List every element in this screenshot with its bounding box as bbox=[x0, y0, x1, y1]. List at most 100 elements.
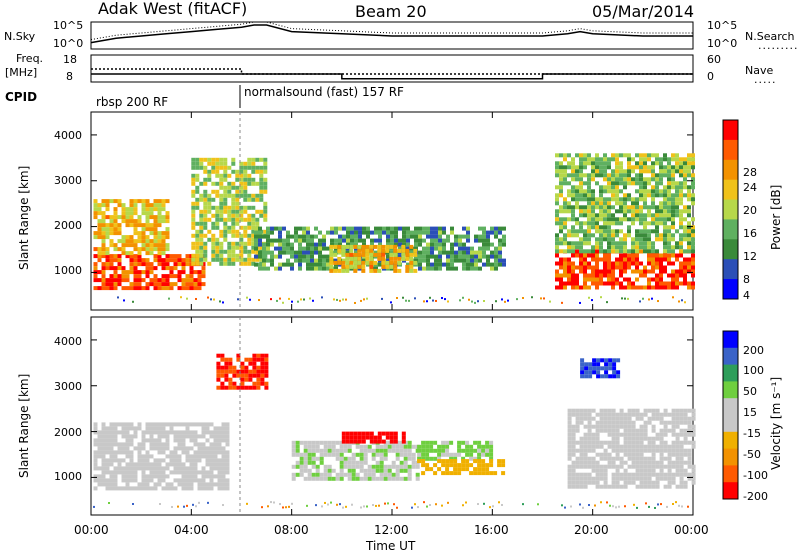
heatmap-cell-5 bbox=[611, 277, 615, 282]
heatmap-cell-2 bbox=[251, 261, 256, 266]
heatmap-cell-0 bbox=[97, 278, 102, 283]
heatmap-cell-5 bbox=[675, 257, 679, 262]
heatmap-cell-0 bbox=[121, 470, 126, 475]
heatmap-cell-5 bbox=[683, 436, 688, 441]
heatmap-cell-6 bbox=[583, 209, 587, 214]
heatmap-cell-6 bbox=[619, 165, 623, 170]
heatmap-cell-1 bbox=[117, 239, 122, 244]
ground-scatter-speck bbox=[354, 301, 356, 304]
heatmap-cell-3 bbox=[421, 456, 426, 461]
heatmap-cell-6 bbox=[643, 221, 647, 226]
heatmap-cell-5 bbox=[675, 416, 680, 421]
heatmap-cell-6 bbox=[611, 177, 615, 182]
heatmap-cell-5 bbox=[683, 412, 688, 417]
heatmap-cell-5 bbox=[683, 408, 688, 413]
heatmap-cell-3 bbox=[298, 238, 302, 243]
heatmap-cell-6 bbox=[599, 189, 603, 194]
heatmap-cell-5 bbox=[663, 464, 668, 469]
heatmap-cell-1 bbox=[411, 452, 416, 457]
heatmap-cell-5 bbox=[647, 257, 651, 262]
heatmap-cell-0 bbox=[105, 478, 110, 483]
heatmap-cell-6 bbox=[647, 153, 651, 158]
heatmap-cell-6 bbox=[587, 185, 591, 190]
heatmap-cell-4 bbox=[493, 471, 498, 476]
heatmap-cell-0 bbox=[221, 454, 226, 459]
heatmap-cell-0 bbox=[197, 446, 202, 451]
heatmap-cell-7 bbox=[580, 374, 585, 379]
heatmap-cell-1 bbox=[379, 460, 384, 465]
heatmap-cell-6 bbox=[675, 185, 679, 190]
heatmap-cell-0 bbox=[177, 442, 182, 447]
heatmap-cell-6 bbox=[675, 209, 679, 214]
heatmap-cell-2 bbox=[199, 209, 204, 214]
heatmap-cell-3 bbox=[482, 234, 486, 239]
heatmap-cell-6 bbox=[687, 153, 691, 158]
heatmap-cell-3 bbox=[270, 226, 274, 231]
heatmap-cell-3 bbox=[374, 250, 378, 255]
heatmap-cell-2 bbox=[263, 213, 268, 218]
heatmap-cell-2 bbox=[259, 257, 264, 262]
heatmap-cell-6 bbox=[591, 157, 595, 162]
heatmap-cell-2 bbox=[243, 185, 248, 190]
heatmap-cell-6 bbox=[643, 161, 647, 166]
heatmap-cell-6 bbox=[687, 165, 691, 170]
date-title: 05/Mar/2014 bbox=[592, 2, 695, 21]
heatmap-cell-5 bbox=[659, 253, 663, 258]
heatmap-cell-3 bbox=[398, 254, 402, 259]
heatmap-cell-1 bbox=[375, 468, 380, 473]
heatmap-cell-0 bbox=[201, 422, 206, 427]
heatmap-cell-5 bbox=[563, 265, 567, 270]
heatmap-cell-2 bbox=[231, 253, 236, 258]
heatmap-cell-1 bbox=[331, 476, 336, 481]
heatmap-cell-5 bbox=[591, 460, 596, 465]
heatmap-cell-3 bbox=[290, 242, 294, 247]
heatmap-cell-5 bbox=[643, 432, 648, 437]
heatmap-cell-5 bbox=[631, 456, 636, 461]
heatmap-cell-5 bbox=[651, 436, 656, 441]
heatmap-cell-6 bbox=[248, 377, 253, 382]
heatmap-cell-5 bbox=[651, 285, 655, 290]
heatmap-cell-6 bbox=[663, 249, 667, 254]
heatmap-cell-3 bbox=[478, 266, 482, 271]
heatmap-cell-5 bbox=[663, 281, 667, 286]
heatmap-cell-5 bbox=[651, 428, 656, 433]
heatmap-cell-0 bbox=[109, 442, 114, 447]
heatmap-cell-1 bbox=[367, 472, 372, 477]
heatmap-cell-6 bbox=[575, 217, 579, 222]
heatmap-cell-5 bbox=[651, 440, 656, 445]
heatmap-cell-5 bbox=[575, 412, 580, 417]
heatmap-cell-6 bbox=[635, 173, 639, 178]
heatmap-cell-6 bbox=[591, 205, 595, 210]
heatmap-cell-1 bbox=[339, 464, 344, 469]
heatmap-cell-1 bbox=[391, 444, 396, 449]
heatmap-cell-5 bbox=[627, 281, 631, 286]
heatmap-cell-5 bbox=[675, 277, 679, 282]
heatmap-cell-6 bbox=[595, 217, 599, 222]
heatmap-cell-6 bbox=[228, 377, 233, 382]
ground-scatter-speck bbox=[648, 505, 650, 508]
heatmap-cell-4 bbox=[361, 268, 366, 273]
heatmap-cell-3 bbox=[438, 226, 442, 231]
heatmap-cell-6 bbox=[631, 221, 635, 226]
heatmap-cell-3 bbox=[482, 238, 486, 243]
heatmap-cell-6 bbox=[639, 229, 643, 234]
ground-scatter-speck bbox=[402, 296, 404, 299]
heatmap-cell-0 bbox=[113, 434, 118, 439]
heatmap-cell-2 bbox=[341, 431, 346, 436]
heatmap-cell-2 bbox=[227, 257, 232, 262]
heatmap-cell-2 bbox=[215, 213, 220, 218]
heatmap-cell-5 bbox=[603, 428, 608, 433]
heatmap-cell-5 bbox=[635, 408, 640, 413]
heatmap-cell-2 bbox=[207, 201, 212, 206]
heatmap-cell-0 bbox=[97, 434, 102, 439]
heatmap-cell-0 bbox=[105, 254, 110, 259]
heatmap-cell-5 bbox=[643, 412, 648, 417]
heatmap-cell-3 bbox=[354, 234, 358, 239]
heatmap-cell-0 bbox=[137, 466, 142, 471]
heatmap-cell-2 bbox=[251, 225, 256, 230]
heatmap-cell-6 bbox=[559, 209, 563, 214]
heatmap-cell-2 bbox=[255, 193, 260, 198]
heatmap-cell-5 bbox=[623, 412, 628, 417]
heatmap-cell-6 bbox=[659, 177, 663, 182]
heatmap-cell-1 bbox=[371, 468, 376, 473]
